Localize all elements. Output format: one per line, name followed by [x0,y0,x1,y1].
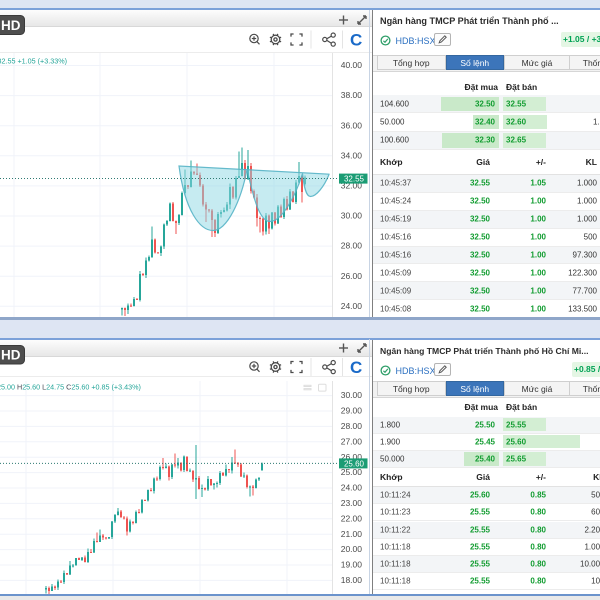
svg-text:28.00: 28.00 [341,241,363,251]
svg-text:36.00: 36.00 [341,120,363,130]
svg-text:27.00: 27.00 [341,436,363,446]
svg-text:HD: HD [1,18,21,33]
svg-text:29.00: 29.00 [341,406,363,416]
svg-text:32.00: 32.00 [341,181,363,191]
svg-text:18.00: 18.00 [341,575,363,585]
svg-text:34.00: 34.00 [341,150,363,160]
svg-text:C: C [350,31,362,50]
svg-text:22.00: 22.00 [341,513,363,523]
svg-text:24.00: 24.00 [341,483,363,493]
svg-text:25.00: 25.00 [341,467,363,477]
svg-text:30.00: 30.00 [341,211,363,221]
svg-text:HD: HD [1,348,21,363]
svg-text:40.00: 40.00 [341,60,363,70]
svg-text:32.55 +1.05 (+3.33%): 32.55 +1.05 (+3.33%) [0,57,67,66]
svg-text:25.60: 25.60 [344,459,365,468]
svg-text:21.00: 21.00 [341,529,363,539]
svg-text:23.00: 23.00 [341,498,363,508]
svg-text:38.00: 38.00 [341,90,363,100]
svg-text:19.00: 19.00 [341,560,363,570]
svg-text:30.00: 30.00 [341,390,363,400]
svg-text:25.00 H25.60 L24.75 C25.60 +0: 25.00 H25.60 L24.75 C25.60 +0.85 (+3.43%… [0,383,141,392]
svg-text:C: C [350,358,362,377]
svg-text:28.00: 28.00 [341,421,363,431]
svg-text:20.00: 20.00 [341,544,363,554]
svg-text:24.00: 24.00 [341,301,363,311]
svg-text:26.00: 26.00 [341,452,363,462]
svg-text:32.55: 32.55 [344,175,365,184]
svg-text:26.00: 26.00 [341,271,363,281]
